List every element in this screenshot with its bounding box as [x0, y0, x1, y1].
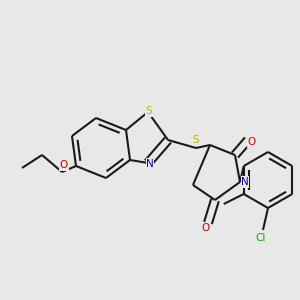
Text: N: N [241, 177, 249, 187]
Text: Cl: Cl [256, 233, 266, 243]
Text: O: O [248, 137, 256, 147]
Text: O: O [60, 160, 68, 170]
Text: O: O [201, 223, 209, 233]
Text: S: S [193, 135, 199, 145]
Text: N: N [146, 159, 154, 169]
Text: S: S [146, 106, 152, 116]
